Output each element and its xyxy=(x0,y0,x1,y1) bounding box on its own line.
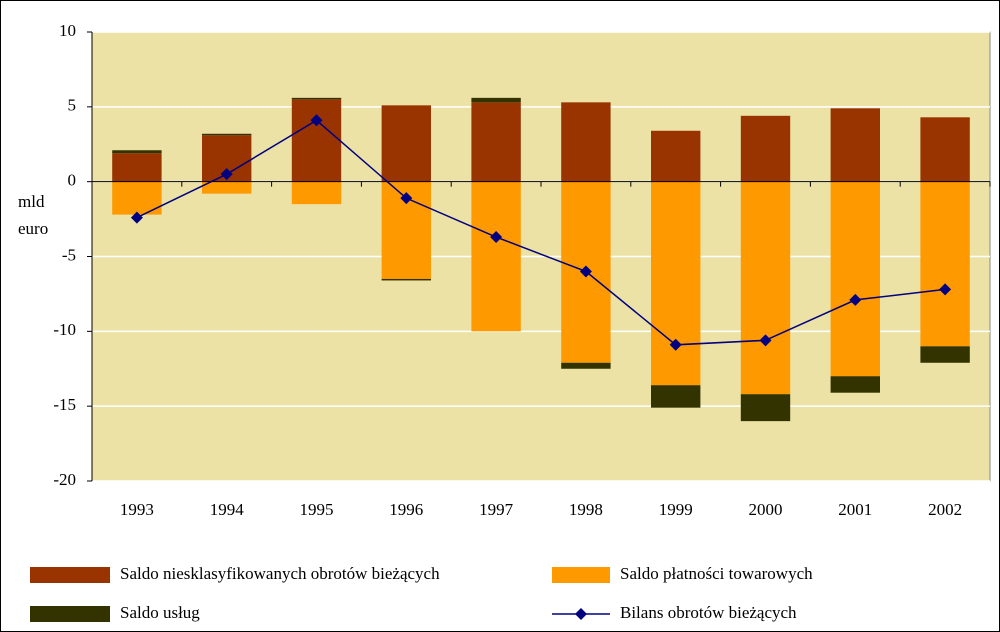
line-marker xyxy=(130,211,143,224)
line-marker xyxy=(400,192,413,205)
legend-swatch xyxy=(30,567,110,583)
x-tick-label: 1994 xyxy=(210,500,245,519)
bar xyxy=(471,181,521,332)
x-tick-label: 1998 xyxy=(569,500,603,519)
legend-label: Saldo płatności towarowych xyxy=(620,564,813,583)
legend-swatch xyxy=(552,567,610,583)
x-tick-label: 1993 xyxy=(120,500,154,519)
line-marker xyxy=(669,338,682,351)
bar xyxy=(291,97,342,100)
x-tick-label: 1999 xyxy=(659,500,693,519)
bar xyxy=(830,181,880,377)
bar xyxy=(112,150,162,154)
bar xyxy=(561,362,611,369)
y-tick-label: -15 xyxy=(53,395,76,414)
bar xyxy=(740,394,791,422)
legend-label: Saldo usług xyxy=(120,603,200,622)
bar xyxy=(830,108,880,182)
bar xyxy=(202,133,252,136)
line-marker xyxy=(220,168,233,181)
x-tick-label: 2001 xyxy=(838,500,872,519)
bar xyxy=(830,376,880,393)
line-marker xyxy=(849,293,862,306)
bar xyxy=(381,105,431,182)
line xyxy=(136,119,946,346)
bar xyxy=(471,97,521,103)
legend-label: Saldo niesklasyfikowanych obrotów bieżąc… xyxy=(120,564,440,583)
x-tick-label: 2002 xyxy=(928,500,962,519)
bar xyxy=(651,181,701,386)
bar xyxy=(561,102,611,182)
bar xyxy=(112,153,162,182)
bar xyxy=(381,278,431,281)
bar xyxy=(291,181,342,205)
bar xyxy=(651,385,701,408)
y-tick-label: 5 xyxy=(68,96,77,115)
y-tick-label: -10 xyxy=(53,320,76,339)
bar xyxy=(291,99,342,182)
y-tick-label: -20 xyxy=(53,470,76,489)
x-tick-label: 2000 xyxy=(749,500,783,519)
bar xyxy=(202,181,252,194)
y-tick-label: 0 xyxy=(68,171,77,190)
line-marker xyxy=(310,114,323,127)
x-tick-label: 1995 xyxy=(300,500,334,519)
x-tick-label: 1997 xyxy=(479,500,514,519)
bar xyxy=(740,181,791,395)
y-axis-label: mld euro xyxy=(18,192,49,238)
bar xyxy=(740,115,791,182)
bar xyxy=(920,117,970,182)
y-tick-label: 10 xyxy=(59,21,76,40)
bar xyxy=(471,102,521,182)
line-marker xyxy=(579,265,592,278)
legend-label: Bilans obrotów bieżących xyxy=(620,603,797,622)
bar xyxy=(651,130,701,182)
line-marker xyxy=(759,334,772,347)
line-marker xyxy=(939,283,952,296)
legend-swatch xyxy=(30,606,110,622)
y-tick-label: -5 xyxy=(62,245,76,264)
bar xyxy=(920,181,970,347)
legend-marker xyxy=(575,608,587,620)
marks xyxy=(91,97,991,422)
line-marker xyxy=(490,231,503,244)
x-tick-label: 1996 xyxy=(389,500,423,519)
bar xyxy=(920,346,970,363)
